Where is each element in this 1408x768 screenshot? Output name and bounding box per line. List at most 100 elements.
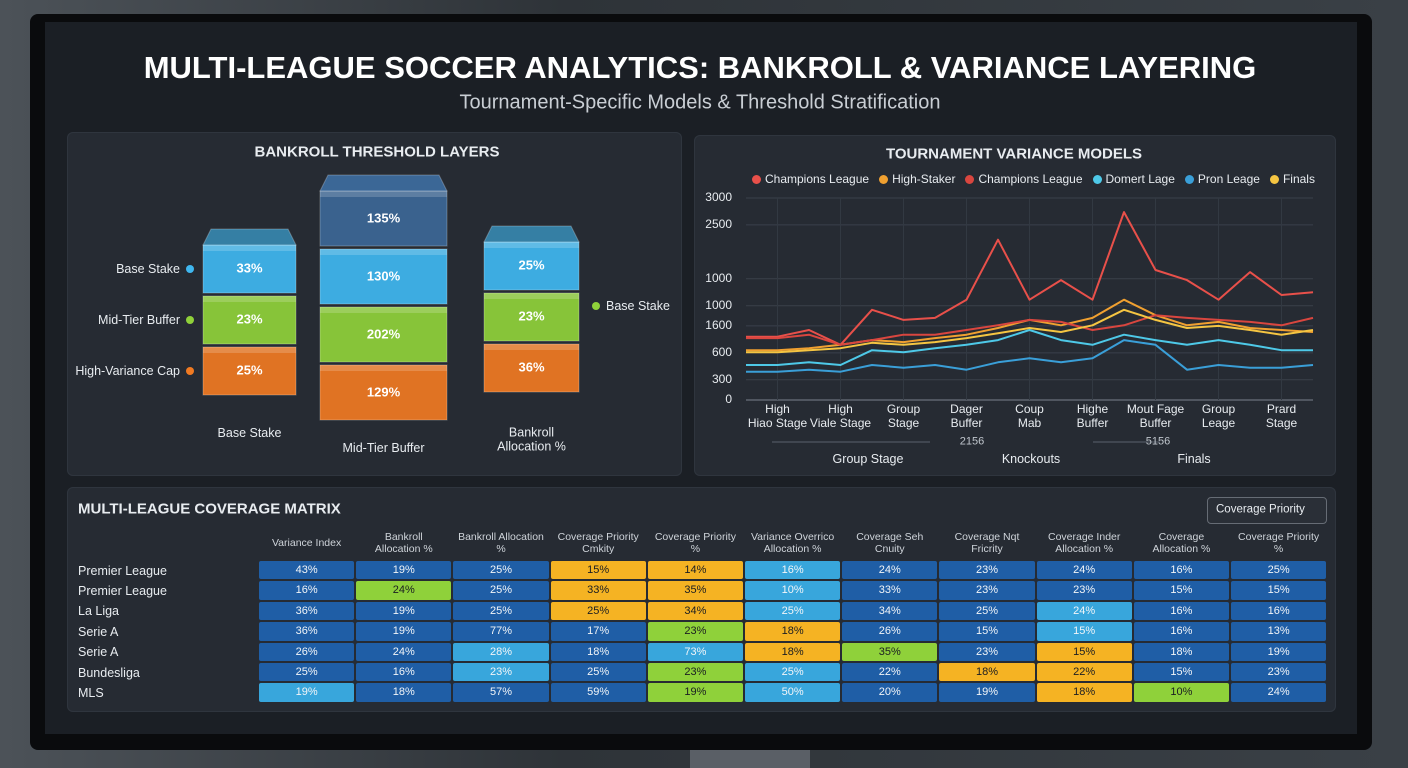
row-label: Bundesliga (78, 665, 140, 680)
matrix-cell: 19% (939, 683, 1035, 702)
annotation: 2156 (959, 435, 985, 448)
dropdown[interactable]: Coverage Priority (1207, 497, 1327, 524)
legend-dot (186, 316, 194, 324)
bar-highlight (203, 296, 296, 302)
matrix-cell: 50% (745, 683, 841, 702)
bar-value-label: 36% (518, 359, 545, 375)
matrix-cell: 25% (1231, 561, 1327, 580)
line (746, 308, 1314, 354)
matrix-cell: 25% (550, 601, 646, 621)
matrix-cell: 18% (939, 663, 1035, 682)
legend-label: Champions League (978, 172, 1083, 186)
legend-dot (1092, 174, 1102, 184)
y-tick-label: 1000 (705, 297, 732, 312)
matrix-cell: 73% (647, 642, 743, 661)
matrix-cell: 16% (1133, 601, 1229, 621)
bar-highlight (320, 191, 447, 197)
x-tick-label: High Viale Stage (809, 402, 872, 430)
matrix-cell: 16% (1231, 601, 1327, 621)
x-tick-label: Base Stake (217, 425, 282, 440)
matrix-title: MULTI-LEAGUE COVERAGE MATRIX (78, 500, 341, 518)
bar-highlight (484, 293, 579, 299)
y-tick-label: 1000 (705, 270, 732, 285)
matrix-cell: 19% (1231, 642, 1327, 661)
bar-value-label: 25% (518, 257, 545, 273)
x-tick-label: Coup Mab (1015, 402, 1044, 430)
line (746, 339, 1314, 373)
legend-dot (879, 174, 889, 184)
legend-label: High-Staker (892, 172, 956, 186)
x-group-label: Group Stage (832, 451, 904, 466)
bar-segment (319, 190, 448, 247)
matrix-cell: 34% (647, 601, 743, 621)
matrix-cell: 77% (453, 622, 549, 641)
matrix-cell: 22% (1036, 663, 1132, 682)
legend-label: Pron Leage (1197, 172, 1260, 186)
x-group-label: Finals (1177, 451, 1211, 466)
matrix-cell: 14% (647, 561, 743, 580)
matrix-cell: 23% (939, 561, 1035, 580)
matrix-cell: 23% (939, 642, 1035, 661)
legend-label: Champions League (765, 172, 870, 186)
bar-segment (483, 292, 580, 342)
legend-label: Mid-Tier Buffer (98, 312, 180, 327)
y-tick-label: 300 (711, 371, 732, 386)
row-label: MLS (78, 685, 104, 700)
matrix-cell: 33% (550, 581, 646, 600)
bar-value-label: 202% (366, 326, 401, 342)
matrix-cell: 22% (842, 663, 938, 682)
y-tick-label: 3000 (705, 190, 732, 205)
matrix-cell: 36% (259, 622, 355, 641)
row-label: Serie A (78, 624, 119, 639)
column-header: Coverage Priority Cmkity (557, 530, 639, 555)
matrix-cell: 35% (647, 581, 743, 600)
matrix-cell: 28% (453, 642, 549, 661)
bar-highlight (203, 245, 296, 251)
matrix-cell: 23% (939, 581, 1035, 600)
column-header: Coverage Inder Allocation % (1047, 530, 1121, 555)
legend-entry: Champions League (752, 172, 869, 186)
bar-segment (202, 244, 297, 294)
bar-value-label: 135% (366, 210, 401, 226)
annotation: 5156 (1145, 435, 1171, 448)
matrix-cell: 13% (1231, 622, 1327, 641)
matrix-cell: 18% (356, 683, 452, 702)
bar-value-label: 33% (236, 260, 263, 276)
legend-dot (186, 367, 194, 375)
matrix-cell: 18% (745, 642, 841, 661)
matrix-cell: 19% (647, 683, 743, 702)
matrix-cell: 25% (453, 601, 549, 621)
legend-dot (186, 265, 194, 273)
matrix-cell: 25% (453, 561, 549, 580)
matrix-cell: 34% (842, 601, 938, 621)
legend-entry: Finals (1269, 172, 1315, 186)
column-header: Coverage Nqt Fricrity (954, 530, 1020, 555)
side-label-dot (592, 302, 600, 310)
y-tick-label: 0 (725, 392, 732, 407)
row-label: Serie A (78, 644, 119, 659)
matrix-cell: 17% (550, 622, 646, 641)
x-tick-label: Dager Buffer (950, 402, 983, 430)
legend-dot (965, 174, 975, 184)
matrix-cell: 25% (939, 601, 1035, 621)
column-header: Coverage Seh Cnuity (856, 530, 924, 555)
matrix-cell: 19% (356, 561, 452, 580)
matrix-cell: 24% (356, 642, 452, 661)
matrix-cell: 25% (259, 663, 355, 682)
bar-top (483, 225, 580, 243)
matrix-cell: 25% (550, 663, 646, 682)
bar-segment (319, 364, 448, 421)
page-subtitle: Tournament-Specific Models & Threshold S… (459, 91, 941, 114)
matrix-cell: 18% (745, 622, 841, 641)
dropdown-label: Coverage Priority (1216, 503, 1305, 516)
matrix-cell: 19% (259, 683, 355, 702)
row-label: Premier League (78, 563, 167, 578)
bar-segment (319, 306, 448, 363)
matrix-cell: 19% (356, 601, 452, 621)
x-tick-label: Group Stage (886, 402, 921, 430)
y-tick-label: 600 (711, 344, 732, 359)
bar-highlight (484, 344, 579, 350)
matrix-cell: 23% (1036, 581, 1132, 600)
